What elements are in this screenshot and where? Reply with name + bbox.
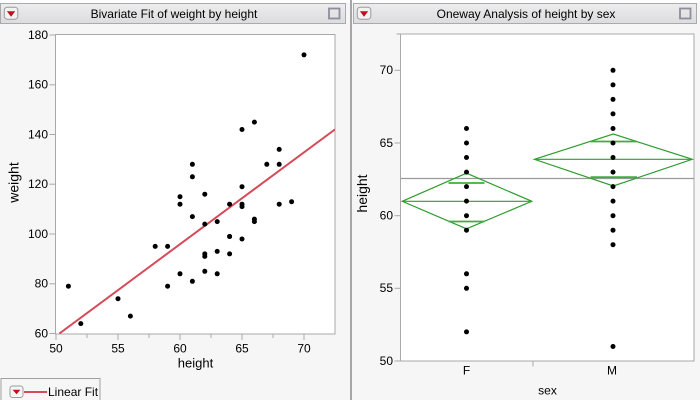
svg-text:50: 50: [380, 354, 394, 368]
svg-text:height: height: [178, 356, 214, 371]
svg-text:120: 120: [28, 177, 48, 191]
svg-text:80: 80: [35, 277, 49, 291]
svg-text:65: 65: [380, 136, 394, 150]
svg-text:70: 70: [297, 341, 311, 355]
svg-text:55: 55: [111, 341, 125, 355]
svg-text:140: 140: [28, 127, 48, 141]
svg-text:F: F: [463, 364, 470, 378]
svg-text:70: 70: [380, 63, 394, 77]
svg-text:M: M: [607, 364, 617, 378]
svg-text:Linear Fit: Linear Fit: [48, 385, 99, 399]
svg-text:Bivariate Fit of weight by hei: Bivariate Fit of weight by height: [91, 7, 258, 21]
svg-text:weight: weight: [6, 162, 22, 204]
svg-text:160: 160: [28, 78, 48, 92]
svg-text:100: 100: [28, 227, 48, 241]
svg-text:60: 60: [380, 209, 394, 223]
svg-text:50: 50: [49, 341, 63, 355]
svg-text:60: 60: [35, 326, 49, 340]
svg-text:sex: sex: [538, 384, 557, 398]
svg-text:60: 60: [173, 341, 187, 355]
svg-text:Oneway Analysis of height by s: Oneway Analysis of height by sex: [437, 7, 616, 21]
svg-text:height: height: [354, 174, 370, 212]
svg-text:180: 180: [28, 28, 48, 42]
svg-text:65: 65: [235, 341, 249, 355]
svg-text:55: 55: [380, 281, 394, 295]
